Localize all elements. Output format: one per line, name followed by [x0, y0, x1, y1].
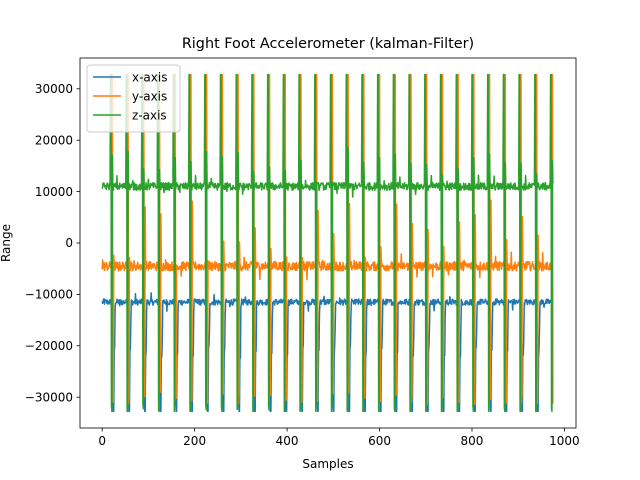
y-tick-label: −20000	[25, 339, 73, 353]
y-ticks: −30000 −20000 −10000 0 10000 20000 30000	[25, 82, 80, 404]
legend-label-y-axis: y-axis	[132, 89, 167, 103]
plot-lines	[101, 73, 554, 413]
y-tick-label: 10000	[35, 185, 73, 199]
series-line-z-axis	[101, 73, 554, 413]
legend-label-z-axis: z-axis	[132, 108, 167, 122]
series-line-x-axis	[101, 292, 554, 413]
x-tick-label: 1000	[549, 434, 580, 448]
x-tick-label: 200	[183, 434, 206, 448]
x-ticks: 0 200 400 600 800 1000	[98, 428, 580, 448]
y-tick-label: 30000	[35, 82, 73, 96]
series-line-y-axis	[101, 73, 554, 406]
x-tick-label: 800	[461, 434, 484, 448]
y-tick-label: −30000	[25, 390, 73, 404]
y-axis-label: Range	[0, 224, 13, 262]
y-tick-label: 0	[65, 236, 73, 250]
x-axis-label: Samples	[302, 457, 353, 471]
x-tick-label: 0	[98, 434, 106, 448]
legend-label-x-axis: x-axis	[132, 70, 167, 84]
x-tick-label: 400	[276, 434, 299, 448]
chart-title: Right Foot Accelerometer (kalman-Filter)	[182, 36, 474, 52]
y-tick-label: −10000	[25, 288, 73, 302]
x-tick-label: 600	[368, 434, 391, 448]
legend: x-axis y-axis z-axis	[86, 64, 181, 133]
y-tick-label: 20000	[35, 133, 73, 147]
